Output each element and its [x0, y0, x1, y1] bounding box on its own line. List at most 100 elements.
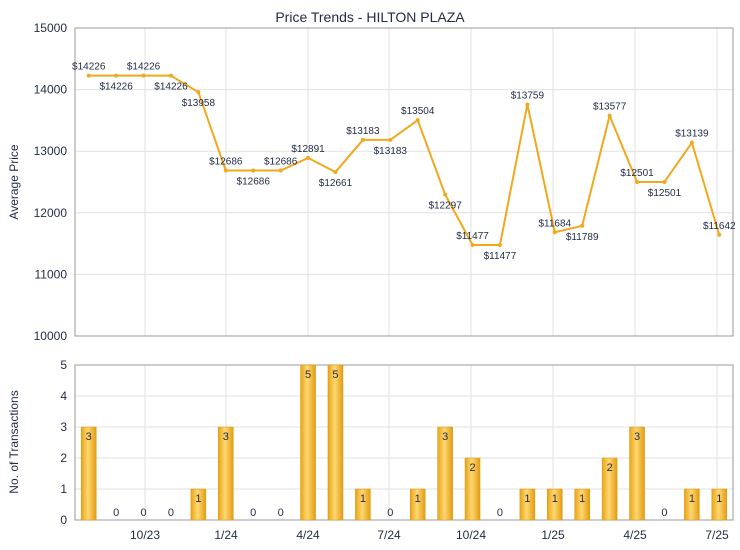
transaction-count-label: 0: [250, 507, 256, 519]
transaction-count-label: 1: [579, 493, 585, 505]
price-point: [114, 73, 119, 78]
price-data-label: $13577: [593, 102, 627, 113]
price-data-label: $12686: [209, 157, 243, 168]
price-data-label: $13759: [511, 90, 545, 101]
price-y-tick-label: 13000: [34, 144, 68, 158]
price-point: [86, 73, 91, 78]
price-point: [141, 73, 146, 78]
transaction-bar: [300, 364, 316, 521]
transaction-bar: [355, 488, 371, 521]
price-data-label: $13183: [346, 126, 380, 137]
price-data-label: $12686: [237, 177, 271, 188]
price-point: [635, 179, 640, 184]
price-data-label: $13504: [401, 106, 435, 117]
price-data-label: $12501: [648, 188, 682, 199]
price-plot-border: [74, 27, 734, 337]
transaction-bar: [684, 488, 700, 521]
x-tick-label: 4/24: [296, 528, 320, 542]
price-point: [251, 168, 256, 173]
price-data-label: $11789: [566, 232, 599, 243]
transaction-count-label: 0: [278, 507, 284, 519]
transaction-bar: [574, 488, 590, 521]
tx-y-tick-label: 4: [60, 389, 67, 403]
transaction-count-label: 2: [607, 462, 613, 474]
price-y-tick-label: 14000: [34, 83, 68, 97]
price-point: [525, 102, 530, 107]
price-y-tick-label: 11000: [35, 267, 68, 281]
price-data-label: $11684: [538, 218, 571, 229]
transaction-bar: [547, 488, 563, 521]
price-point: [196, 90, 201, 95]
transaction-count-label: 2: [469, 462, 475, 474]
x-tick-label: 1/25: [541, 528, 565, 542]
price-point: [689, 140, 694, 145]
transaction-bar: [80, 426, 97, 521]
chart-title: Price Trends - HILTON PLAZA: [275, 9, 465, 25]
price-data-label: $11477: [456, 231, 489, 242]
transaction-count-label: 0: [497, 507, 503, 519]
price-point: [580, 223, 585, 228]
price-point: [662, 179, 667, 184]
tx-y-tick-label: 1: [60, 482, 67, 496]
price-data-label: $13958: [182, 98, 216, 109]
price-data-label: $12891: [291, 144, 325, 155]
tx-y-tick-label: 0: [60, 513, 67, 527]
transaction-count-label: 3: [86, 431, 92, 443]
price-data-label: $13183: [374, 146, 408, 157]
price-data-label: $12501: [620, 168, 654, 179]
transaction-bar: [519, 488, 536, 521]
transaction-count-label: 1: [360, 493, 366, 505]
transaction-count-label: 5: [332, 369, 338, 381]
x-tick-label: 7/24: [377, 528, 401, 542]
transaction-bar: [601, 457, 618, 521]
transaction-bar: [327, 364, 344, 521]
x-tick-label: 10/23: [130, 528, 160, 542]
price-data-label: $13139: [675, 129, 709, 140]
price-data-label: $14226: [72, 62, 106, 73]
price-axis-label: Average Price: [7, 144, 21, 219]
price-point: [497, 243, 502, 248]
price-data-label: $11477: [484, 251, 517, 262]
price-line-panel: 10000 11000 12000 13000 14000 15000 $14226 $142…: [34, 21, 736, 343]
x-tick-label: 1/24: [214, 528, 238, 542]
transaction-bar: [409, 488, 426, 521]
price-point: [552, 230, 557, 235]
transaction-bar: [218, 426, 234, 521]
price-series-line: [88, 74, 721, 247]
transaction-count-label: 3: [223, 431, 229, 443]
x-tick-label: 10/24: [456, 528, 486, 542]
transaction-count-label: 0: [113, 507, 119, 519]
transaction-count-label: 0: [140, 507, 146, 519]
price-point: [360, 137, 365, 142]
transaction-count-label: 0: [387, 507, 393, 519]
transaction-count-label: 0: [661, 507, 667, 519]
transaction-bar: [437, 426, 453, 521]
transaction-bar: [711, 488, 728, 521]
transaction-count-label: 1: [552, 493, 558, 505]
price-data-label: $12297: [428, 201, 462, 212]
price-data-label: $14226: [99, 82, 133, 93]
price-y-tick-label: 12000: [34, 206, 68, 220]
price-point: [607, 113, 612, 118]
transactions-axis-label: No. of Transactions: [7, 390, 21, 493]
tx-plot-border: [74, 364, 734, 521]
transaction-bar: [190, 488, 207, 521]
price-point: [278, 168, 283, 173]
price-point: [168, 73, 173, 78]
transactions-bar-panel: 0 1 2 3 4 5 10/23 1/24 4/24 7/24 10/24 1/25 4/25 7/25…: [60, 358, 734, 542]
price-point: [415, 118, 420, 123]
price-data-label: $12661: [319, 178, 353, 189]
transaction-count-label: 3: [634, 431, 640, 443]
price-point: [333, 170, 338, 175]
transaction-count-label: 1: [689, 493, 695, 505]
tx-y-tick-label: 2: [60, 451, 67, 465]
price-y-tick-label: 10000: [34, 329, 68, 343]
price-point: [717, 232, 722, 237]
price-y-tick-label: 15000: [34, 21, 68, 35]
price-point: [470, 243, 475, 248]
transaction-count-label: 1: [195, 493, 201, 505]
price-point: [388, 137, 393, 142]
price-point: [223, 168, 228, 173]
price-data-label: $11642: [703, 221, 736, 232]
